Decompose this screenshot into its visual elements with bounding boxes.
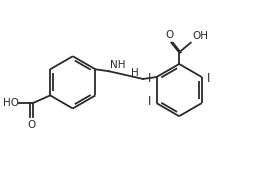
Text: O: O (165, 30, 173, 40)
Text: I: I (148, 73, 152, 85)
Text: I: I (148, 95, 152, 108)
Text: I: I (207, 73, 210, 85)
Text: H: H (131, 68, 139, 78)
Text: O: O (28, 120, 36, 130)
Text: HO: HO (3, 98, 19, 108)
Text: NH: NH (110, 60, 125, 70)
Text: OH: OH (193, 31, 209, 41)
